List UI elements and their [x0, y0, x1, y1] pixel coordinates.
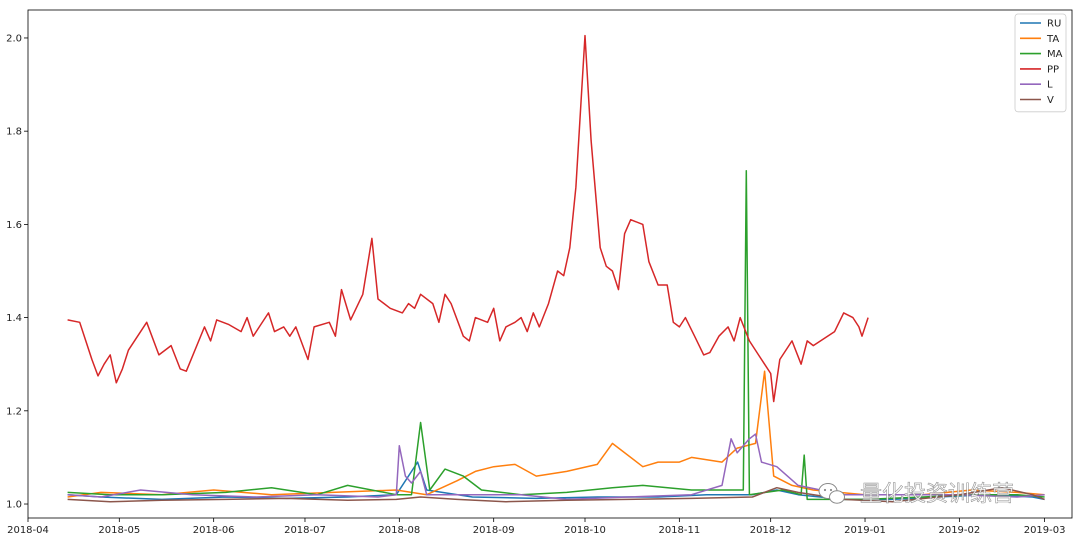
x-tick-label: 2019-03 — [1024, 525, 1066, 536]
y-tick-label: 1.0 — [6, 500, 22, 511]
plot-background — [28, 10, 1072, 518]
x-tick-label: 2018-06 — [193, 525, 235, 536]
x-tick-label: 2018-07 — [284, 525, 326, 536]
legend-label-pp: PP — [1047, 64, 1059, 75]
x-tick-label: 2018-11 — [658, 525, 700, 536]
x-tick-label: 2018-12 — [750, 525, 792, 536]
series-line-l — [67, 433, 1045, 501]
y-tick-label: 2.0 — [6, 33, 22, 44]
x-tick-label: 2018-09 — [473, 525, 515, 536]
watermark-text: 量化投资训练营 — [860, 482, 1014, 507]
series-line-ru — [67, 461, 1045, 501]
y-tick-label: 1.6 — [6, 220, 22, 231]
axes-layer: 2018-04 2018-05 2018-06 2018-07 2018-08 2018-… — [6, 9, 1073, 536]
axes-frame — [27, 9, 1073, 519]
wechat-icon — [818, 483, 845, 504]
x-tick-label: 2019-02 — [938, 525, 980, 536]
plot-area — [28, 10, 1072, 518]
legend-label-l: L — [1047, 80, 1053, 91]
series-line-v — [67, 486, 1045, 503]
legend-label-ta: TA — [1046, 34, 1059, 45]
legend-label-ma: MA — [1047, 49, 1063, 60]
series-line-ta — [67, 370, 1045, 498]
series-line-pp — [67, 34, 869, 403]
y-tick-label: 1.4 — [6, 313, 22, 324]
x-tick-label: 2018-10 — [564, 525, 606, 536]
legend-label-ru: RU — [1047, 19, 1061, 30]
legend-label-v: V — [1047, 95, 1054, 106]
series-line-ma — [67, 170, 1045, 501]
y-tick-label: 1.2 — [6, 406, 22, 417]
x-tick-label: 2018-05 — [98, 525, 140, 536]
series-layer — [67, 34, 1045, 503]
legend: RU TA MA PP LV — [1014, 13, 1067, 113]
x-tick-label: 2018-04 — [7, 525, 49, 536]
y-tick-label: 1.8 — [6, 127, 22, 138]
x-tick-label: 2018-08 — [378, 525, 420, 536]
x-tick-label: 2019-01 — [844, 525, 886, 536]
watermark: 量化投资训练营 — [818, 482, 1014, 507]
